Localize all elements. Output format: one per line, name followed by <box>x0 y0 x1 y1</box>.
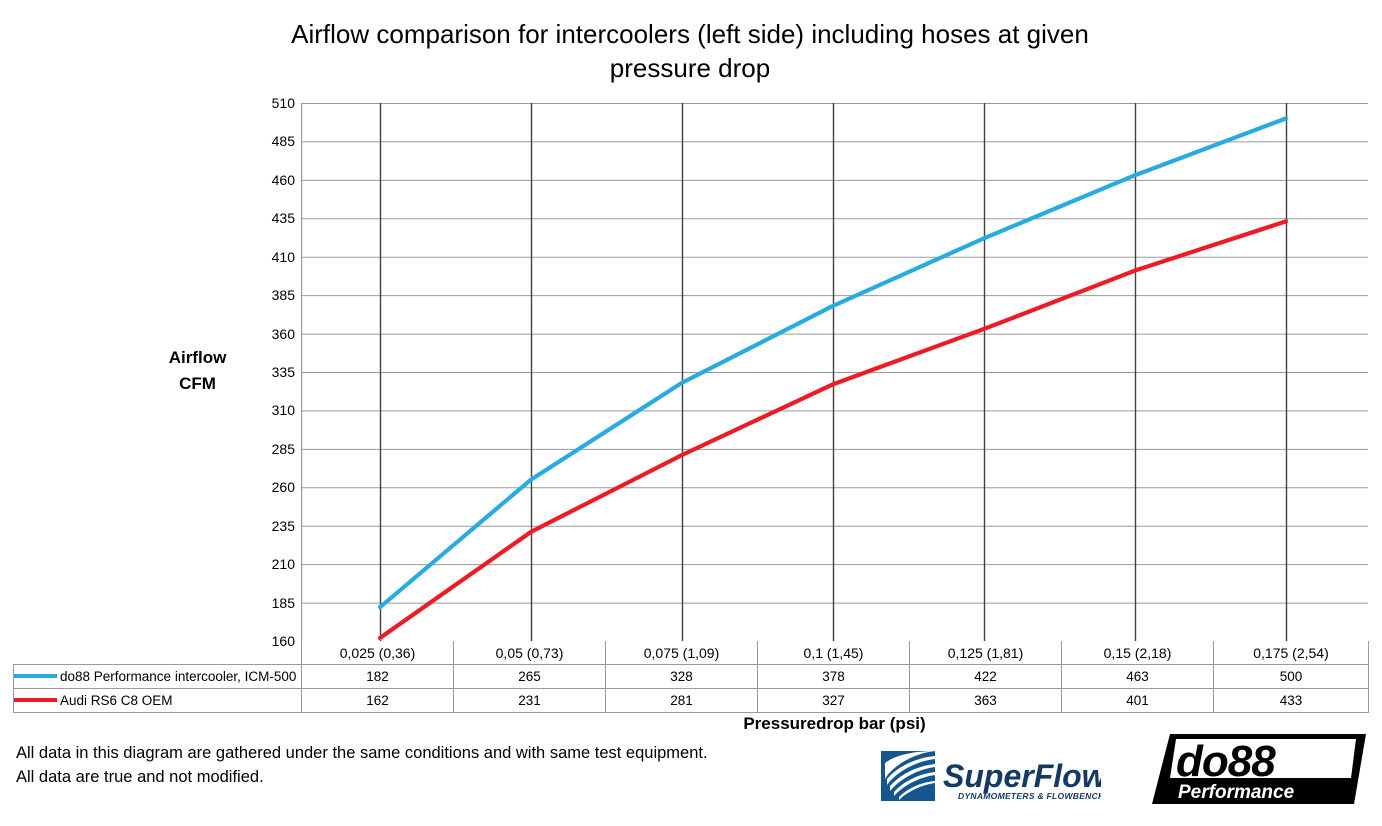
footnote-line-2: All data are true and not modified. <box>16 767 264 786</box>
table-cell-value: 401 <box>1061 688 1214 713</box>
y-axis-tick-label: 335 <box>271 364 295 380</box>
table-cell-value: 265 <box>453 664 606 689</box>
series-lines <box>377 116 1289 641</box>
chart-svg <box>301 103 1368 641</box>
x-category-row: 0,025 (0,36) 0,05 (0,73) 0,075 (1,09) 0,1 (… <box>14 641 1369 665</box>
legend-label-series-1: Audi RS6 C8 OEM <box>60 693 173 708</box>
x-axis-category-label: 0,15 (2,18) <box>1061 641 1214 665</box>
table-cell-value: 363 <box>909 688 1062 713</box>
chart-title-line-2: pressure drop <box>609 52 771 83</box>
x-axis-category-label: 0,125 (1,81) <box>909 641 1062 665</box>
y-axis-tick-label: 510 <box>271 95 295 111</box>
superflow-tagline: DYNAMOMETERS & FLOWBENCHES <box>958 791 1101 801</box>
do88-tagline: Performance <box>1178 782 1295 803</box>
table-cell-value: 433 <box>1213 688 1369 713</box>
data-table: 0,025 (0,36) 0,05 (0,73) 0,075 (1,09) 0,1 (… <box>13 641 1369 713</box>
do88-wordmark: do88 <box>1176 737 1276 786</box>
table-cell-value: 378 <box>757 664 910 689</box>
series-line-0 <box>377 116 1289 610</box>
chart-title-line-1: Airflow comparison for intercoolers (lef… <box>291 19 1089 49</box>
x-axis-category-label: 0,05 (0,73) <box>453 641 606 665</box>
y-axis-tick-label: 185 <box>271 594 295 611</box>
do88-logo-svg: do88 Performance <box>1152 734 1366 804</box>
superflow-wordmark: SuperFlow <box>943 758 1101 794</box>
table-row: Audi RS6 C8 OEM 162 231 281 327 363 401 433 <box>13 688 1369 713</box>
y-axis-tick-label: 285 <box>271 440 295 457</box>
legend-item-series-0: do88 Performance intercooler, ICM-500 <box>13 664 302 689</box>
footnote-line-1: All data in this diagram are gathered un… <box>16 744 708 762</box>
y-axis-title-line-1: Airflow <box>168 348 227 367</box>
superflow-logo-svg: SuperFlow DYNAMOMETERS & FLOWBENCHES <box>881 751 1116 801</box>
plot-area <box>301 103 1368 641</box>
legend-swatch-series-0 <box>14 674 57 679</box>
y-axis-tick-label: 410 <box>271 248 295 265</box>
y-axis-tick-label: 160 <box>271 633 295 649</box>
legend-label-series-0: do88 Performance intercooler, ICM-500 <box>60 669 297 684</box>
y-axis-tick-label: 310 <box>271 402 295 419</box>
y-axis-title: Airflow CFM <box>150 345 245 396</box>
y-axis-tick-label: 460 <box>271 171 295 188</box>
y-axis-tick-label: 485 <box>271 133 295 150</box>
y-axis-tick-label: 260 <box>271 479 295 496</box>
x-axis-category-label: 0,1 (1,45) <box>757 641 910 665</box>
y-axis-tick-label: 435 <box>271 210 295 227</box>
category-tick-lines <box>379 103 1288 641</box>
table-cell-value: 422 <box>909 664 1062 689</box>
y-axis-tick-label: 210 <box>271 556 295 573</box>
table-cell-value: 162 <box>301 688 454 713</box>
y-axis-title-line-2: CFM <box>179 373 216 393</box>
gridlines <box>301 103 1368 604</box>
table-cell-value: 182 <box>301 664 454 689</box>
x-axis-title: Pressuredrop bar (psi) <box>743 714 926 733</box>
table-cell-value: 463 <box>1061 664 1214 689</box>
table-cell-value: 328 <box>605 664 758 689</box>
do88-logo: do88 Performance <box>1148 728 1370 810</box>
chart-title: Airflow comparison for intercoolers (lef… <box>200 18 1180 86</box>
y-axis-tick-label: 385 <box>271 287 295 304</box>
x-axis-category-label: 0,075 (1,09) <box>605 641 758 665</box>
x-axis-category-label: 0,025 (0,36) <box>301 641 454 665</box>
y-axis-tick-label: 235 <box>271 517 295 534</box>
table-cell-value: 281 <box>605 688 758 713</box>
series-line-1 <box>377 219 1289 641</box>
table-cell-value: 500 <box>1213 664 1369 689</box>
do88-logo-inner <box>1170 739 1356 778</box>
x-category-row-spacer <box>14 641 302 665</box>
footnote: All data in this diagram are gathered un… <box>16 742 708 790</box>
x-axis-category-label: 0,175 (2,54) <box>1213 641 1369 665</box>
y-axis-tick-labels: 510 485 460 435 410 385 360 335 310 285 260 235 210 1… <box>245 96 295 648</box>
table-row: do88 Performance intercooler, ICM-500 18… <box>13 664 1369 689</box>
y-axis-tick-label: 360 <box>271 325 295 342</box>
table-cell-value: 231 <box>453 688 606 713</box>
table-cell-value: 327 <box>757 688 910 713</box>
legend-swatch-series-1 <box>14 698 57 703</box>
superflow-swoosh-icon <box>881 751 935 801</box>
superflow-logo: SuperFlow DYNAMOMETERS & FLOWBENCHES <box>873 745 1116 807</box>
legend-item-series-1: Audi RS6 C8 OEM <box>13 688 302 713</box>
